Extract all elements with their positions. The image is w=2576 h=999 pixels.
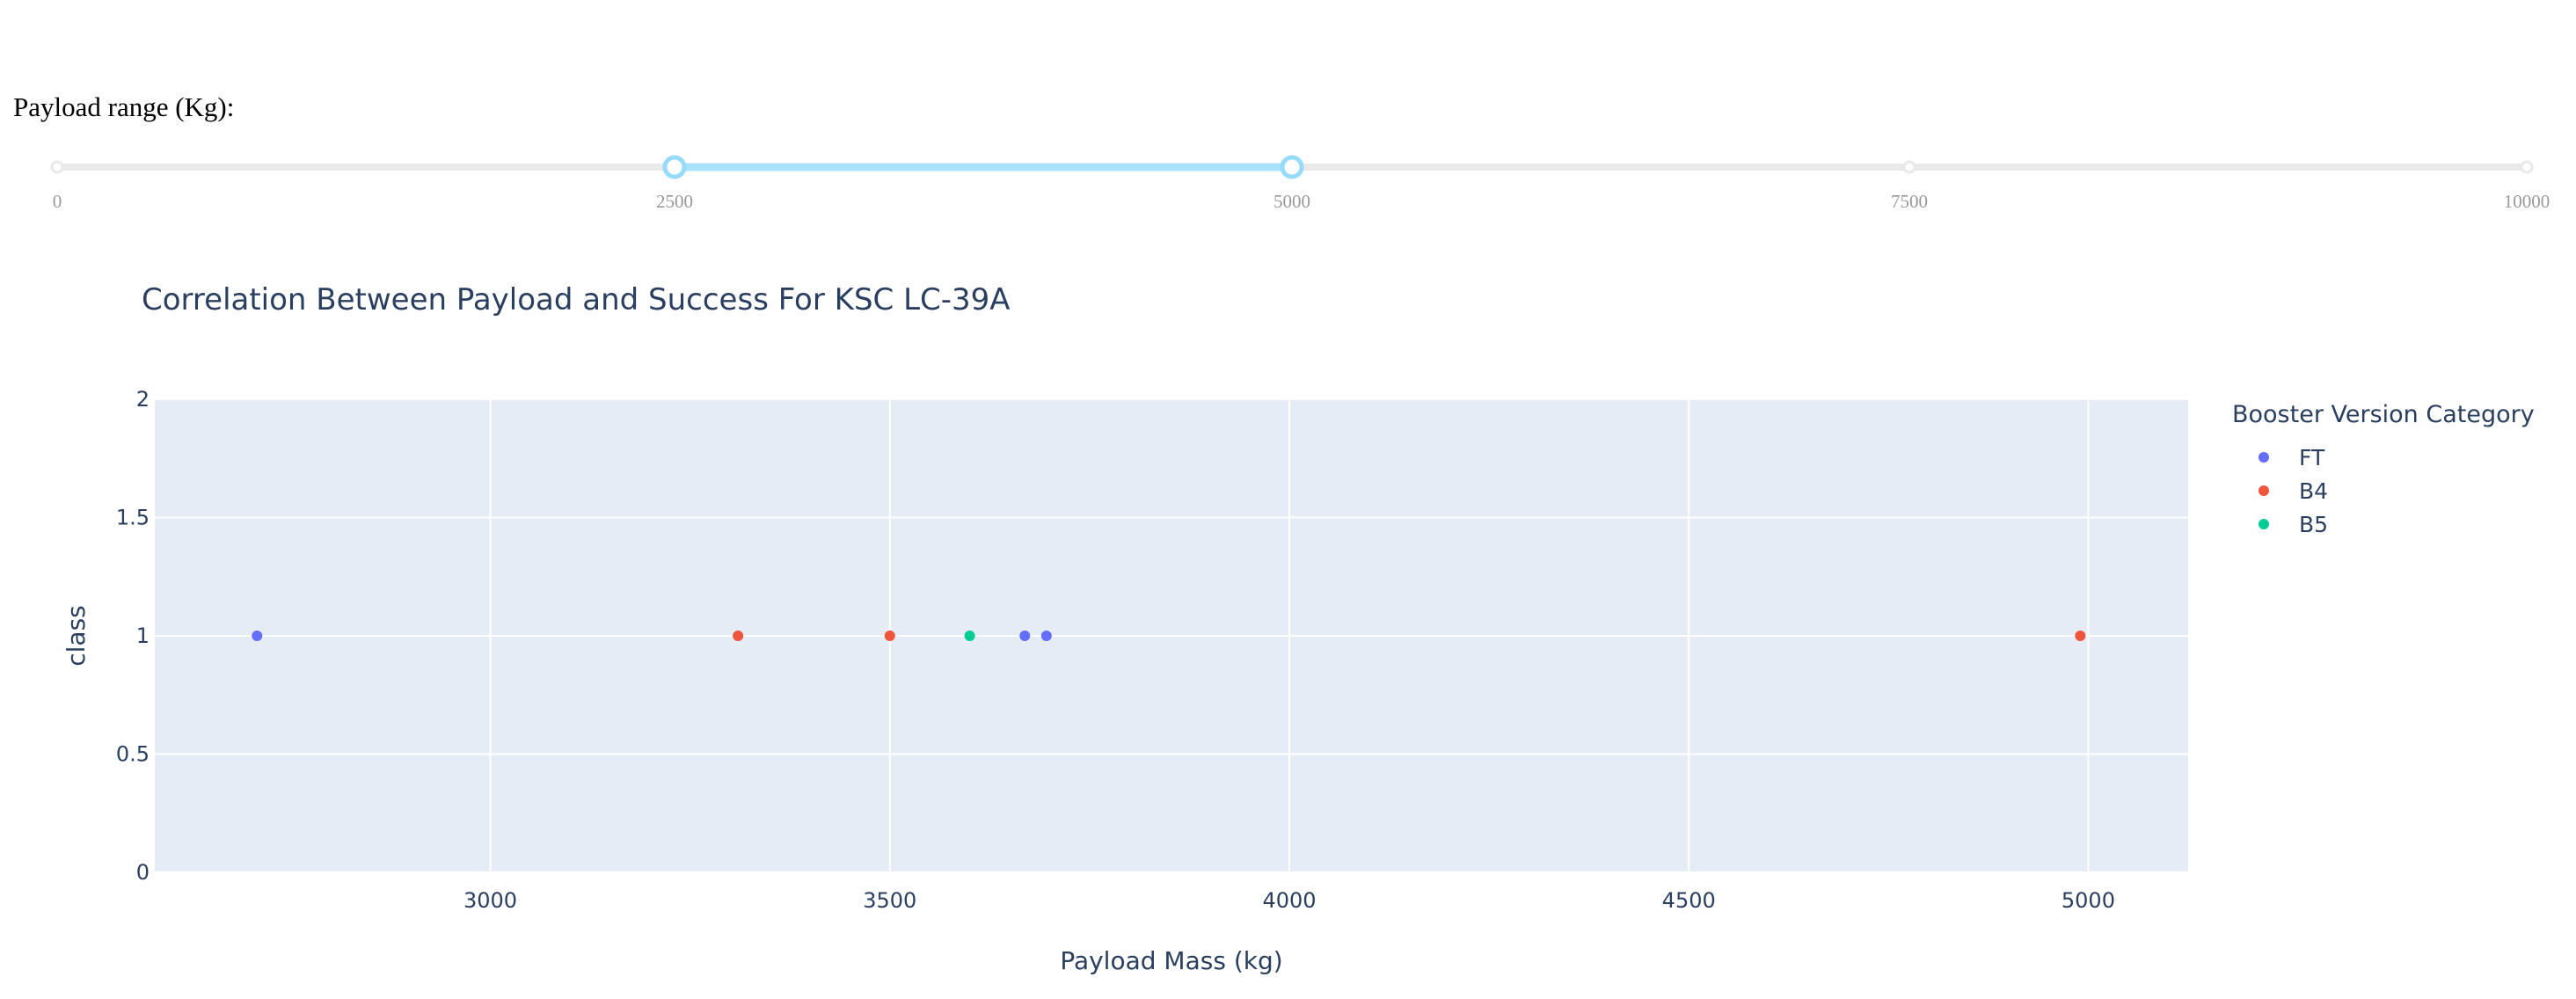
slider-mark-dot (50, 160, 64, 174)
y-tick-label: 0.5 (116, 742, 150, 767)
x-axis-label: Payload Mass (kg) (1060, 946, 1282, 975)
slider-mark-label: 2500 (656, 191, 693, 212)
payload-range-slider[interactable]: 0 2500 5000 7500 10000 (0, 141, 2576, 220)
slider-handle-min[interactable] (662, 155, 687, 179)
y-tick-label: 0 (136, 860, 150, 885)
slider-mark-label: 10000 (2504, 191, 2550, 212)
scatter-point-b4[interactable] (2075, 631, 2086, 641)
x-tick-label: 5000 (2062, 888, 2115, 913)
chart-title: Correlation Between Payload and Success … (142, 282, 1011, 317)
legend-marker[interactable] (2259, 519, 2269, 529)
legend-item-label[interactable]: B4 (2299, 478, 2328, 504)
x-tick-label: 3500 (863, 888, 916, 913)
slider-handle-max[interactable] (1280, 155, 1304, 179)
scatter-point-ft[interactable] (1040, 631, 1052, 641)
payload-success-scatter-chart: Correlation Between Payload and Success … (62, 282, 2535, 975)
legend-title: Booster Version Category (2232, 401, 2535, 428)
y-tick-label: 2 (136, 387, 150, 412)
x-tick-label: 4000 (1262, 888, 1316, 913)
scatter-point-b4[interactable] (733, 631, 744, 641)
scatter-point-ft[interactable] (252, 631, 263, 641)
scatter-point-b4[interactable] (884, 631, 895, 641)
slider-mark-dot (2520, 160, 2534, 174)
legend-marker[interactable] (2259, 485, 2269, 496)
scatter-point-ft[interactable] (1019, 631, 1031, 641)
slider-mark-label: 0 (53, 191, 62, 212)
legend-marker[interactable] (2259, 452, 2269, 463)
scatter-point-b5[interactable] (964, 631, 975, 641)
slider-mark-label: 5000 (1273, 191, 1310, 212)
y-tick-label: 1.5 (116, 506, 150, 530)
y-axis-label: class (62, 605, 91, 667)
legend-item-label[interactable]: B5 (2299, 512, 2328, 537)
slider-mark-label: 7500 (1891, 191, 1928, 212)
slider-mark-dot (1902, 160, 1916, 174)
y-tick-label: 1 (136, 623, 150, 648)
payload-range-label: Payload range (Kg): (13, 91, 235, 122)
x-tick-label: 3000 (463, 888, 517, 913)
legend-item-label[interactable]: FT (2299, 445, 2325, 470)
x-tick-label: 4500 (1662, 888, 1716, 913)
